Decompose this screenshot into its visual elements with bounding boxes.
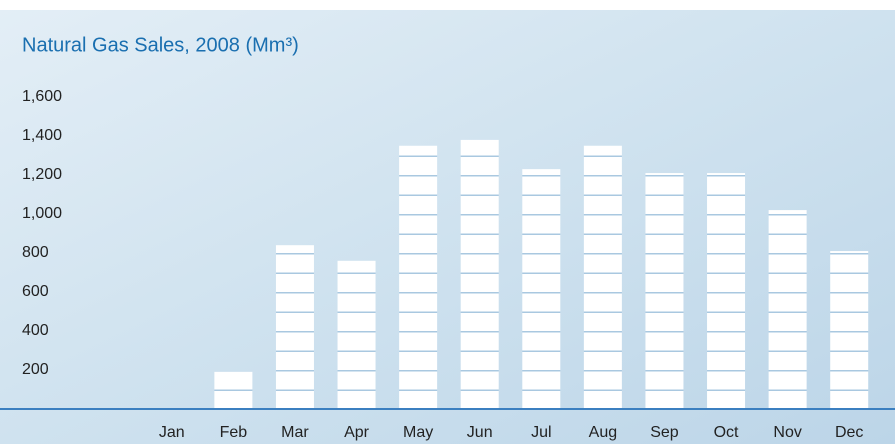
bar — [645, 173, 683, 409]
bar — [338, 261, 376, 409]
x-tick-label: Aug — [589, 424, 617, 441]
x-tick-label: Nov — [773, 424, 801, 441]
y-tick-label: 200 — [22, 361, 49, 378]
y-tick-label: 800 — [22, 244, 49, 261]
y-tick-label: 400 — [22, 322, 49, 339]
bar — [399, 146, 437, 409]
x-tick-label: Jun — [467, 424, 493, 441]
bar — [522, 169, 560, 409]
x-tick-label: May — [403, 424, 433, 441]
x-tick-label: Dec — [835, 424, 863, 441]
x-tick-label: Jan — [159, 424, 185, 441]
y-tick-label: 600 — [22, 283, 49, 300]
chart-background — [0, 10, 895, 444]
bar — [769, 210, 807, 409]
chart-title: Natural Gas Sales, 2008 (Mm³) — [22, 34, 299, 56]
x-tick-label: Apr — [344, 424, 370, 441]
bar — [707, 173, 745, 409]
chart: Natural Gas Sales, 2008 (Mm³) 200 400 600 8… — [0, 0, 895, 444]
y-tick-label: 1,400 — [22, 127, 62, 144]
bar — [461, 140, 499, 409]
y-tick-label: 1,600 — [22, 88, 62, 105]
bar — [584, 146, 622, 409]
y-tick-label: 1,000 — [22, 205, 62, 222]
y-tick-label: 1,200 — [22, 166, 62, 183]
bar — [214, 371, 252, 409]
bar — [276, 245, 314, 409]
x-tick-label: Mar — [281, 424, 309, 441]
bar — [830, 251, 868, 409]
x-tick-label: Feb — [220, 424, 248, 441]
x-tick-label: Oct — [714, 424, 739, 441]
x-tick-label: Jul — [531, 424, 551, 441]
x-tick-label: Sep — [650, 424, 679, 441]
